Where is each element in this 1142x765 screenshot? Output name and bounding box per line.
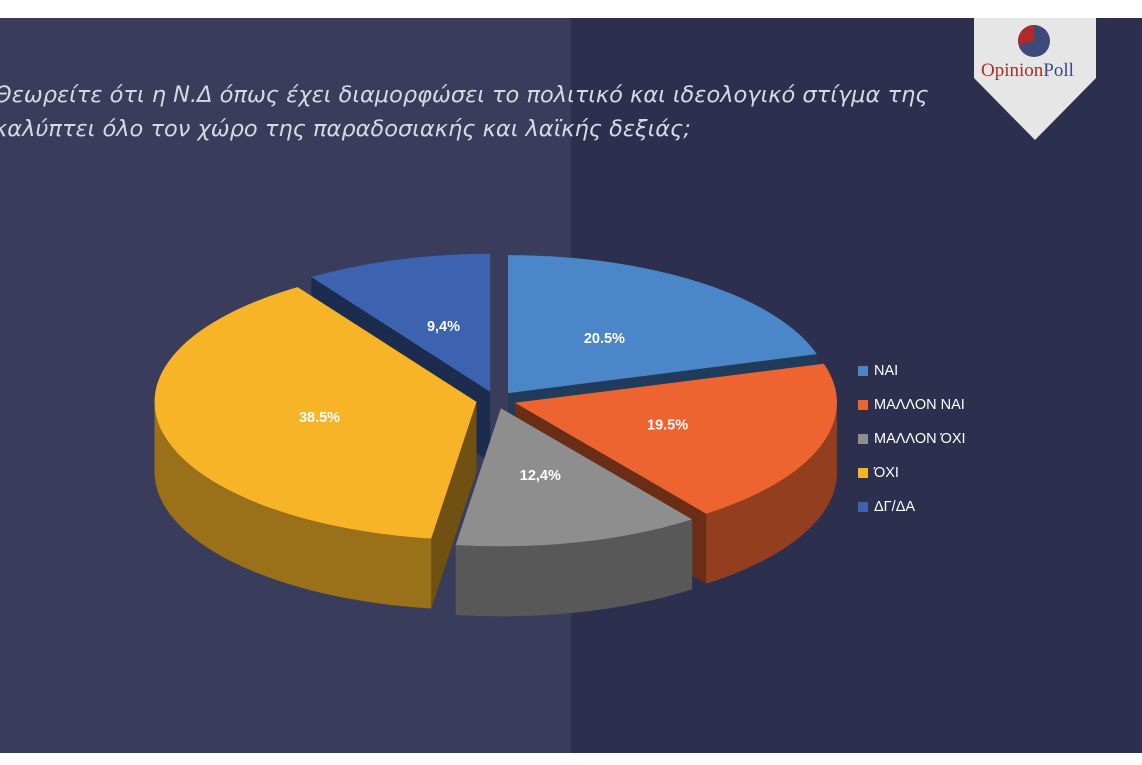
pie-slice-top [507, 255, 817, 394]
pie-slice-side [455, 519, 693, 617]
data-label: 19.5% [647, 418, 688, 434]
data-label: 20.5% [584, 331, 625, 347]
legend-label: ΜΑΛΛΟΝ ΌΧΙ [874, 431, 966, 447]
legend-item: ΔΓ/ΔΑ [858, 490, 966, 524]
pie-slice-side [706, 402, 837, 584]
pie-slice-top [311, 253, 491, 392]
legend-item: ΝΑΙ [858, 354, 966, 388]
logo-text-opinion: Opinion [981, 60, 1044, 81]
legend-label: ΌΧΙ [874, 465, 899, 481]
legend-swatch [858, 400, 868, 410]
legend-swatch [858, 502, 868, 512]
pie-data-labels: 20.5% 19.5% 12,4% 38.5% 9,4% [299, 319, 688, 484]
svg-text:OpinionPoll: OpinionPoll [981, 60, 1074, 81]
legend-item: ΜΑΛΛΟΝ ΌΧΙ [858, 422, 966, 456]
logo-text-poll: Poll [1043, 60, 1074, 81]
legend-item: ΜΑΛΛΟΝ ΝΑΙ [858, 388, 966, 422]
data-label: 12,4% [520, 468, 561, 484]
pie-slice-side [154, 401, 432, 609]
chart-title: Θεωρείτε ότι η Ν.Δ όπως έχει διαμορφώσει… [0, 82, 929, 142]
legend-label: ΜΑΛΛΟΝ ΝΑΙ [874, 397, 965, 413]
legend-label: ΔΓ/ΔΑ [874, 499, 916, 515]
data-label: 9,4% [427, 319, 460, 335]
pie-slice-top [154, 287, 477, 539]
pie-slice-top [455, 408, 693, 547]
legend-swatch [858, 366, 868, 376]
opinionpoll-logo: OpinionPoll [974, 18, 1096, 140]
legend-item: ΌΧΙ [858, 456, 966, 490]
pie-slice-top [514, 363, 837, 514]
legend-swatch [858, 468, 868, 478]
legend-swatch [858, 434, 868, 444]
pie-chart: 20.5% 19.5% 12,4% 38.5% 9,4% [154, 253, 837, 617]
legend: ΝΑΙ ΜΑΛΛΟΝ ΝΑΙ ΜΑΛΛΟΝ ΌΧΙ ΌΧΙ ΔΓ/ΔΑ [858, 354, 966, 524]
legend-label: ΝΑΙ [874, 363, 899, 379]
data-label: 38.5% [299, 410, 340, 426]
slide: Θεωρείτε ότι η Ν.Δ όπως έχει διαμορφώσει… [0, 18, 1142, 753]
pie-tops [154, 253, 837, 547]
